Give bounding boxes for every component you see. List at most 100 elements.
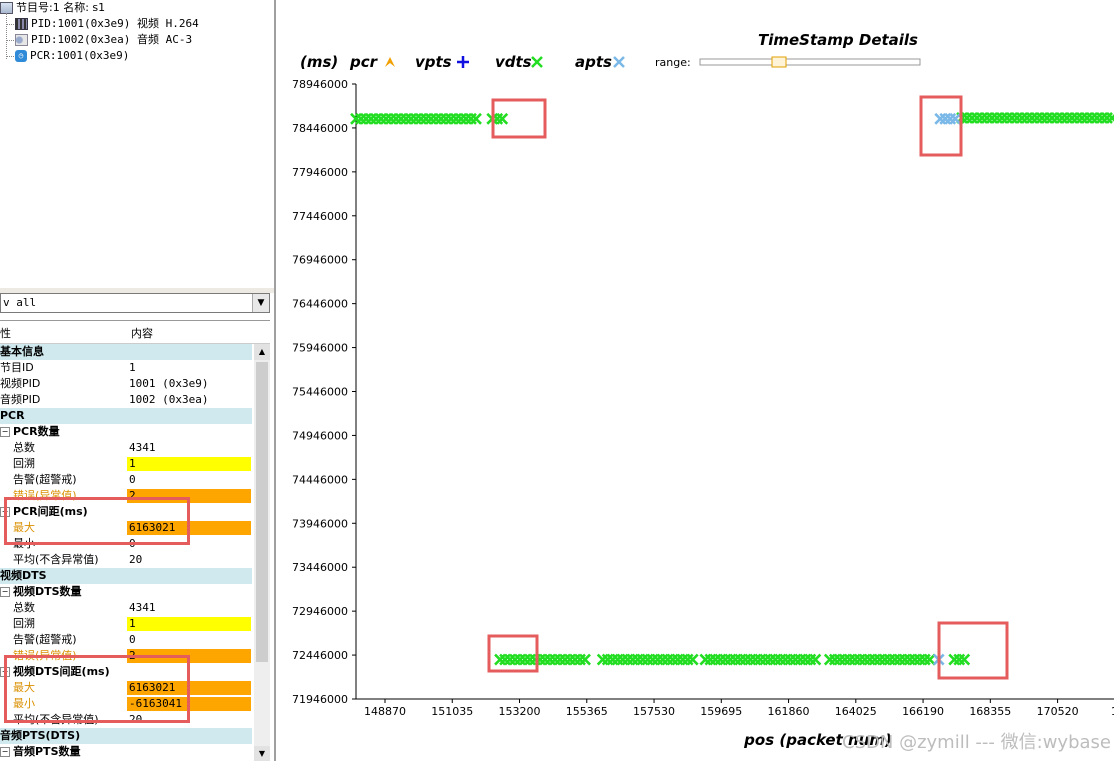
tree-item-program[interactable]: 节目号:1 名称: s1 — [0, 0, 105, 16]
header-property: 性 — [0, 327, 11, 340]
grid-row-label: 最大 — [13, 681, 35, 694]
grid-row-label: 总数 — [13, 441, 35, 454]
tree-item-audio[interactable]: PID:1002(0x3ea) 音频 AC-3 — [15, 32, 192, 48]
grid-row-value: 0 — [129, 473, 136, 486]
collapse-icon[interactable]: − — [0, 427, 10, 437]
highlight-box — [487, 634, 539, 673]
property-grid: 性 内容 基本信息节目ID 1 视频PID 1001 (0x3e9) 音频PID 1002… — [0, 320, 270, 761]
collapse-icon[interactable]: − — [0, 747, 10, 757]
grid-row-label: 回溯 — [13, 457, 35, 470]
x-tick-label: 153200 — [499, 705, 541, 718]
grid-row-label: 基本信息 — [0, 345, 44, 358]
y-tick-label: 76446000 — [292, 298, 348, 311]
scroll-up-icon[interactable]: ▲ — [254, 344, 270, 360]
x-tick-label: 157530 — [633, 705, 675, 718]
grid-row[interactable]: 回溯 1 — [0, 456, 252, 472]
grid-row-label: PCR间距(ms) — [13, 505, 88, 518]
tree-connector — [6, 40, 14, 41]
y-tick-label: 75446000 — [292, 386, 348, 399]
chart-title: TimeStamp Details — [758, 31, 918, 49]
grid-row-label: 告警(超警戒) — [13, 473, 77, 486]
grid-section[interactable]: 音频PTS(DTS) — [0, 728, 252, 744]
pane-divider[interactable] — [274, 0, 276, 761]
grid-row[interactable]: 回溯 1 — [0, 616, 252, 632]
y-tick-label: 72946000 — [292, 605, 348, 618]
timestamp-chart: TimeStamp Details (ms) pcr vpts vdts apts rang… — [276, 0, 1114, 761]
grid-row[interactable]: 节目ID 1 — [0, 360, 252, 376]
x-axis-label: pos (packet num) — [743, 731, 892, 749]
grid-row-value: 0 — [129, 633, 136, 646]
grid-row-label: 回溯 — [13, 617, 35, 630]
y-tick-label: 74946000 — [292, 429, 348, 442]
y-tick-label: 72446000 — [292, 649, 348, 662]
property-grid-scrollbar[interactable]: ▲ ▼ — [254, 344, 270, 761]
highlight-box — [937, 621, 1009, 680]
grid-row[interactable]: 音频PID 1002 (0x3ea) — [0, 392, 252, 408]
tree-item-pcr[interactable]: ◷ PCR:1001(0x3e9) — [15, 48, 129, 64]
grid-section[interactable]: PCR — [0, 408, 252, 424]
header-content: 内容 — [131, 327, 153, 340]
x-tick-label: 168355 — [969, 705, 1011, 718]
tree-audio-label: PID:1002(0x3ea) 音频 AC-3 — [31, 33, 193, 46]
vdts-point — [470, 112, 482, 125]
y-tick-label: 77446000 — [292, 210, 348, 223]
tree-program-label: 节目号:1 名称: s1 — [16, 1, 106, 14]
y-tick-label: 75946000 — [292, 342, 348, 355]
x-tick-label: 159695 — [700, 705, 742, 718]
grid-section[interactable]: 视频DTS — [0, 568, 252, 584]
apts-point — [949, 112, 962, 125]
scroll-down-icon[interactable]: ▼ — [254, 746, 270, 761]
legend-marker-vpts — [457, 56, 469, 68]
x-tick-label: 151035 — [431, 705, 473, 718]
scroll-thumb[interactable] — [256, 362, 268, 662]
grid-group[interactable]: − 音频PTS数量 — [0, 744, 252, 760]
grid-row[interactable]: 总数 4341 — [0, 440, 252, 456]
grid-row-value: 4341 — [129, 441, 156, 454]
range-slider-thumb[interactable] — [771, 56, 787, 68]
grid-group[interactable]: − 视频DTS数量 — [0, 584, 252, 600]
grid-row-label: 视频DTS间距(ms) — [13, 665, 110, 678]
legend-label-vdts: vdts — [495, 53, 532, 71]
x-tick-label: 166190 — [902, 705, 944, 718]
highlight-box-pcr — [4, 497, 190, 545]
dropdown-arrow-icon[interactable]: ▼ — [252, 294, 269, 312]
y-tick-label: 73946000 — [292, 517, 348, 530]
y-tick-label: 73446000 — [292, 561, 348, 574]
grid-row[interactable]: 视频PID 1001 (0x3e9) — [0, 376, 252, 392]
x-tick-label: 161860 — [768, 705, 810, 718]
grid-row[interactable]: 总数 4341 — [0, 600, 252, 616]
tree-connector — [6, 24, 14, 25]
grid-row-label: 视频PID — [0, 377, 41, 390]
highlight-box — [491, 98, 547, 139]
legend-marker-pcr — [385, 57, 395, 67]
filter-select[interactable]: v all ▼ — [0, 293, 270, 313]
chart-canvas: TimeStamp Details (ms) pcr vpts vdts apts rang… — [292, 31, 1114, 753]
collapse-icon[interactable]: − — [0, 587, 10, 597]
grid-row-value: 1001 (0x3e9) — [129, 377, 209, 390]
grid-row-label: 最小 — [13, 697, 35, 710]
x-tick-label: 155365 — [566, 705, 608, 718]
tree-item-video[interactable]: PID:1001(0x3e9) 视频 H.264 — [15, 16, 199, 32]
y-tick-label: 77946000 — [292, 166, 348, 179]
tree-connector — [6, 56, 14, 57]
highlight-box-dts — [4, 655, 190, 723]
grid-row-value: 20 — [129, 553, 143, 566]
highlight-box — [919, 95, 963, 157]
x-tick-label: 170520 — [1037, 705, 1079, 718]
grid-row[interactable]: 平均(不含异常值) 20 — [0, 552, 252, 568]
grid-row-value: 1002 (0x3ea) — [129, 393, 209, 406]
grid-row[interactable]: 告警(超警戒) 0 — [0, 472, 252, 488]
property-grid-header: 性 内容 — [0, 321, 270, 344]
vdts-point — [809, 653, 822, 666]
vdts-point — [686, 653, 699, 666]
grid-group[interactable]: − PCR数量 — [0, 424, 252, 440]
grid-row-value: 1 — [127, 617, 251, 631]
tree-connector — [6, 13, 7, 59]
grid-row-value: 1 — [129, 361, 136, 374]
grid-section[interactable]: 基本信息 — [0, 344, 252, 360]
panel-splitter[interactable] — [0, 288, 274, 293]
program-tree[interactable]: 节目号:1 名称: s1 PID:1001(0x3e9) 视频 H.264 PI… — [0, 0, 274, 290]
y-tick-label: 76946000 — [292, 254, 348, 267]
grid-row[interactable]: 告警(超警戒) 0 — [0, 632, 252, 648]
range-slider-track[interactable] — [699, 58, 921, 66]
